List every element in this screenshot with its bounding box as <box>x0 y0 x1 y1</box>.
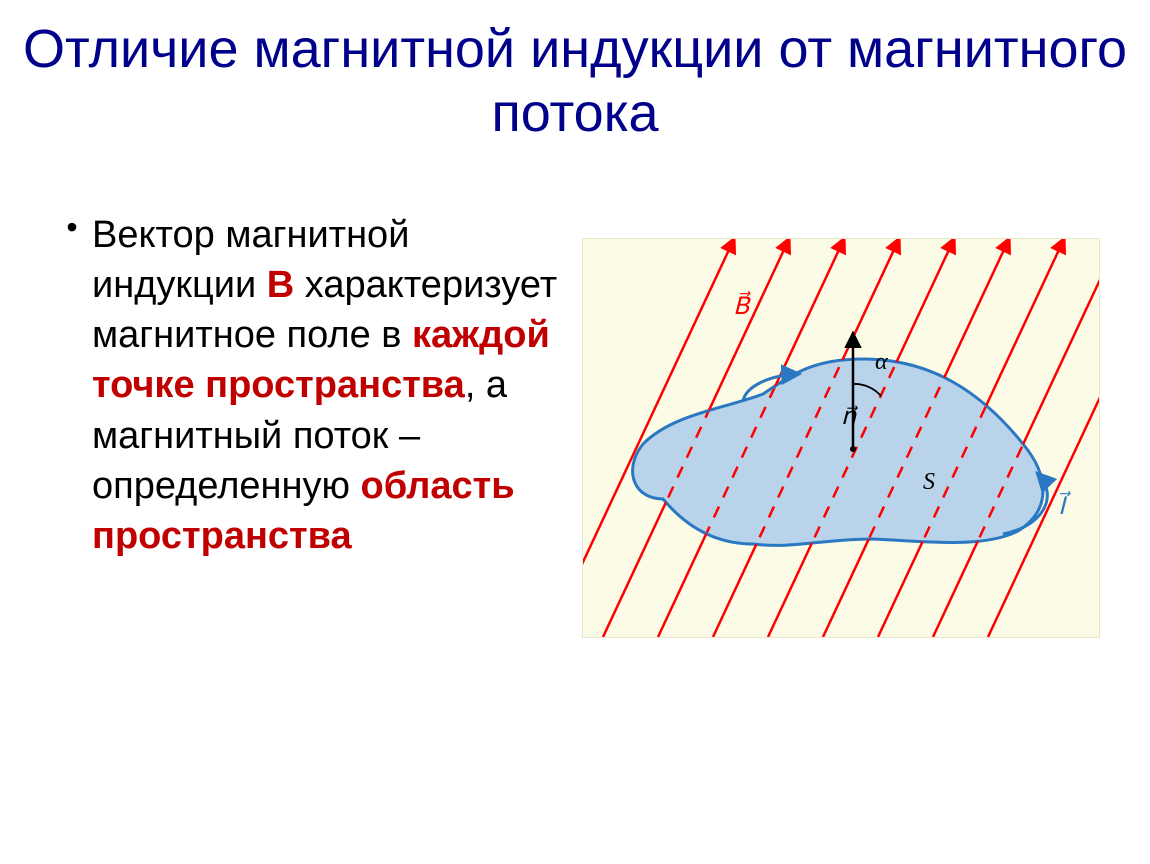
svg-text:S: S <box>923 469 935 495</box>
bullet-dot: • <box>52 210 92 245</box>
svg-text:α: α <box>875 349 888 375</box>
bullet-text: Вектор магнитной индукции В характеризуе… <box>92 210 562 561</box>
svg-text:B⃗: B⃗ <box>733 291 751 320</box>
magnetic-flux-figure: B⃗ α n⃗ S I⃗ <box>582 238 1100 638</box>
slide-title: Отличие магнитной индукции от магнитного… <box>0 18 1150 145</box>
svg-text:I⃗: I⃗ <box>1058 491 1072 520</box>
body-text-area: • Вектор магнитной индукции В характериз… <box>52 210 562 561</box>
svg-text:n⃗: n⃗ <box>841 404 859 430</box>
